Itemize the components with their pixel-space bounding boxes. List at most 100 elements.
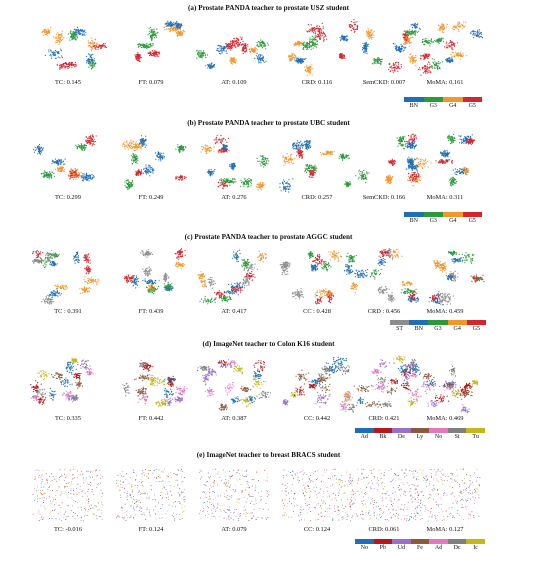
scatter-point <box>54 54 56 56</box>
scatter-point <box>283 186 285 188</box>
scatter-point <box>74 61 76 64</box>
scatter-point <box>61 55 63 57</box>
scatter-point <box>95 135 97 137</box>
scatter-point <box>172 30 174 32</box>
scatter-point <box>369 35 371 37</box>
scatter-point <box>262 164 264 166</box>
scatter-point <box>231 45 233 47</box>
scatter-point <box>426 68 428 70</box>
scatter-point <box>453 55 455 57</box>
scatter-point <box>254 51 256 54</box>
scatter-point <box>65 63 68 65</box>
scatter-point <box>183 149 185 151</box>
scatter-point <box>37 153 39 155</box>
scatter-point <box>155 36 158 38</box>
scatter-point <box>218 138 220 140</box>
scatter-point <box>418 30 420 32</box>
scatter-point <box>259 186 261 188</box>
scatter-point <box>392 66 394 68</box>
scatter-point <box>55 40 57 42</box>
scatter-point <box>440 28 442 30</box>
scatter-point <box>410 56 412 58</box>
scatter-point <box>235 40 237 42</box>
scatter-point <box>71 65 73 67</box>
scatter-point <box>437 41 439 43</box>
scatter-point <box>404 43 406 45</box>
scatter-point <box>311 35 313 37</box>
scatter-point <box>312 29 314 31</box>
scatter-point <box>408 41 410 43</box>
scatter-point <box>259 45 261 47</box>
scatter-point <box>367 43 369 45</box>
scatter-point <box>60 40 63 42</box>
legend-swatch <box>423 97 443 102</box>
scatter-point <box>300 144 303 146</box>
scatter-point <box>235 181 237 183</box>
scatter-point <box>371 33 373 35</box>
scatter-point <box>217 45 219 47</box>
scatter-point <box>423 66 425 68</box>
scatter-point <box>304 46 306 48</box>
scatter-point <box>80 171 82 174</box>
scatter-point <box>205 147 207 150</box>
scatter-point <box>43 170 46 172</box>
scatter-point <box>76 173 78 175</box>
scatter-point <box>225 150 227 152</box>
scatter-point <box>63 163 65 165</box>
scatter-point <box>346 35 348 37</box>
scatter-point <box>80 28 82 30</box>
scatter-point <box>227 44 229 46</box>
scatter-point <box>295 57 297 59</box>
scatter-point <box>92 47 94 49</box>
scatter-point <box>311 67 313 70</box>
scatter-point <box>89 136 91 138</box>
scatter-point <box>261 186 263 188</box>
scatter-point <box>293 57 295 59</box>
scatter-point <box>346 40 348 42</box>
scatter-point <box>363 46 365 48</box>
scatter-point <box>365 43 367 45</box>
scatter-point <box>41 32 43 34</box>
scatter-point <box>129 182 131 184</box>
scatter-point <box>127 183 129 185</box>
scatter-point <box>78 29 80 32</box>
scatter-point <box>313 27 315 29</box>
scatter-point <box>315 166 317 168</box>
scatter-point <box>263 42 265 45</box>
scatter-point <box>405 35 407 37</box>
scatter-point <box>463 26 465 28</box>
scatter-point <box>148 44 150 46</box>
scatter-point <box>298 42 300 44</box>
scatter-point <box>84 29 86 31</box>
scatter-point <box>401 48 403 50</box>
scatter-point <box>77 144 79 146</box>
scatter-point <box>290 54 292 57</box>
scatter-point <box>53 51 55 54</box>
scatter-point <box>301 151 303 153</box>
scatter-point <box>62 63 64 65</box>
scatter-point <box>152 31 154 33</box>
scatter-point <box>139 60 141 63</box>
scatter-point <box>61 34 63 36</box>
scatter-point <box>141 143 143 145</box>
scatter-point <box>356 27 358 29</box>
scatter-point <box>308 66 310 69</box>
scatter-point <box>309 66 311 68</box>
scatter-point <box>297 61 299 63</box>
scatter-point <box>96 45 98 47</box>
scatter-point <box>260 39 262 41</box>
scatter-point <box>481 37 484 39</box>
scatter-point <box>439 30 441 32</box>
scatter-point <box>129 141 131 143</box>
scatter-point <box>409 61 411 63</box>
scatter-point <box>405 38 407 40</box>
scatter-point <box>96 44 98 46</box>
scatter-point <box>370 38 373 40</box>
scatter-point <box>57 56 59 58</box>
scatter-point <box>379 62 381 64</box>
scatter-point <box>149 168 151 170</box>
scatter-point <box>440 29 442 31</box>
scatter-point <box>433 67 435 69</box>
scatter-point <box>402 34 404 36</box>
scatter-point <box>90 63 92 65</box>
